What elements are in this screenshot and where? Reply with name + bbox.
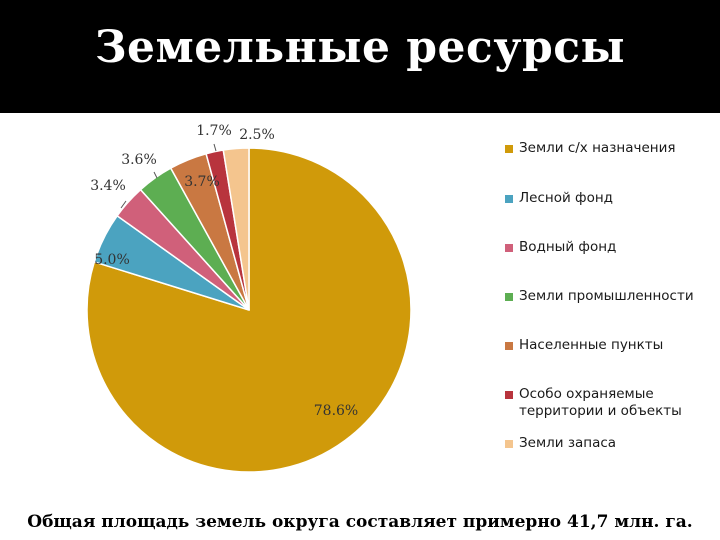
data-label: 2.5% — [239, 127, 275, 143]
legend-item: Земли с/х назначения — [505, 140, 714, 157]
data-label: 3.4% — [90, 178, 126, 194]
legend-item: Водный фонд — [505, 239, 714, 256]
legend-swatch — [505, 244, 513, 252]
data-label: 3.6% — [121, 152, 157, 168]
legend-swatch — [505, 293, 513, 301]
leader-line — [153, 171, 158, 179]
leader-line — [120, 200, 127, 209]
legend-item: Лесной фонд — [505, 190, 714, 207]
legend-swatch — [505, 195, 513, 203]
legend-item: Земли запаса — [505, 435, 714, 452]
legend-label: Водный фонд — [519, 239, 617, 255]
footer-note: Общая площадь земель округа составляет п… — [27, 512, 693, 532]
legend-swatch — [505, 391, 513, 399]
legend-swatch — [505, 145, 513, 153]
legend-label: Лесной фонд — [519, 190, 613, 206]
pie-slice — [222, 147, 250, 311]
leader-line — [213, 143, 217, 152]
legend-item: Земли промышленности — [505, 288, 714, 305]
legend-item: Особо охраняемые территории и объекты — [505, 386, 714, 420]
data-label: 3.7% — [184, 174, 220, 190]
legend-label: Земли промышленности — [519, 288, 694, 304]
legend-label: Земли с/х назначения — [519, 140, 676, 156]
legend-swatch — [505, 342, 513, 350]
page-title: Земельные ресурсы — [94, 22, 626, 73]
legend-label: Населенные пункты — [519, 337, 664, 353]
legend-swatch — [505, 440, 513, 448]
title-bar: Земельные ресурсы — [0, 0, 720, 113]
data-label: 78.6% — [314, 403, 358, 419]
legend-label: Особо охраняемые территории и объекты — [519, 386, 682, 419]
data-label: 5.0% — [94, 252, 130, 268]
legend-item: Населенные пункты — [505, 337, 714, 354]
legend-label: Земли запаса — [519, 435, 617, 451]
pie-chart: 78.6% 5.0% 3.4% 3.6% 3.7% 1.7% 2.5% — [86, 123, 412, 473]
data-label: 1.7% — [196, 123, 232, 139]
